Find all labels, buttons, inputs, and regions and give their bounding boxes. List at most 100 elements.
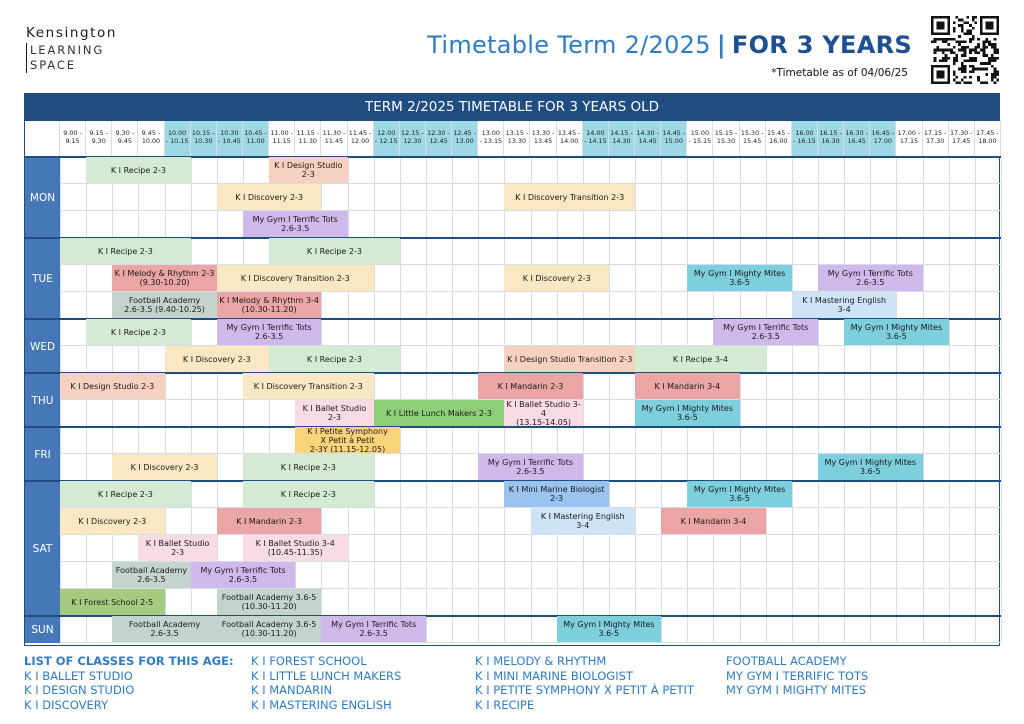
time-slot-header: 11.00 - 11.15 — [269, 121, 296, 157]
class-block[interactable]: Football Academy 2.6-3.5 — [112, 616, 217, 642]
class-block[interactable]: K I Recipe 2-3 — [60, 238, 191, 264]
class-block[interactable]: K I Melody & Rhythm 3-4 (10.30-11.20) — [216, 292, 322, 318]
class-list-item: K I LITTLE LUNCH MAKERS — [251, 668, 402, 683]
class-list-item: K I DESIGN STUDIO — [24, 683, 135, 698]
class-block[interactable]: My Gym I Mighty Mites 3.6-5 — [818, 454, 923, 480]
grid-row-line — [60, 399, 1001, 400]
class-block[interactable]: K I Discovery Transition 2-3 — [242, 373, 374, 399]
class-block[interactable]: K I Mini Marine Biologist 2-3 — [504, 481, 609, 507]
class-block[interactable]: K I Discovery 2-3 — [164, 346, 270, 372]
class-block[interactable]: K I Design Studio Transition 2-3 — [504, 346, 636, 372]
class-block[interactable]: K I Discovery 2-3 — [112, 454, 217, 480]
class-block[interactable]: K I Design Studio 2-3 — [60, 373, 165, 399]
class-list-col-1: LIST OF CLASSES FOR THIS AGE: K I BALLET… — [24, 654, 234, 712]
class-block[interactable]: K I Discovery 2-3 — [216, 184, 322, 210]
grid-row-line — [60, 561, 1001, 562]
class-list-item: K I BALLET STUDIO — [24, 668, 133, 683]
class-list-item: K I PETITE SYMPHONY X PETIT À PETIT — [475, 683, 694, 698]
time-slot-header: 16.30 - 16.45 — [844, 121, 871, 157]
grid-row-line — [60, 534, 1001, 535]
timetable-banner: TERM 2/2025 TIMETABLE FOR 3 YEARS OLD — [24, 93, 1000, 121]
class-block[interactable]: K I Mandarin 3-4 — [661, 508, 766, 534]
time-slot-header: 12.45 - 13.00 — [452, 121, 479, 157]
class-block[interactable]: K I Ballet Studio 2-3 — [295, 400, 374, 426]
time-slot-header: 11.15 - 11.30 — [295, 121, 322, 157]
grid-column-line — [608, 157, 610, 643]
class-block[interactable]: K I Recipe 2-3 — [86, 157, 191, 183]
time-slot-header: 9.45 - 10.00 — [138, 121, 165, 157]
grid-column-line — [112, 157, 114, 643]
class-block[interactable]: Football Academy 2.6-3.5 (9.40-10.25) — [112, 292, 217, 318]
class-block[interactable]: K I Recipe 2-3 — [242, 454, 374, 480]
logo-line-space: SPACE — [30, 58, 76, 72]
grid-column-line — [765, 157, 767, 643]
class-block[interactable]: K I Recipe 2-3 — [86, 319, 191, 345]
class-block[interactable]: My Gym I Terrific Tots 2.6-3.5 — [190, 562, 296, 588]
class-block[interactable]: K I Ballet Studio 2-3 — [138, 535, 217, 561]
class-list-item: MY GYM I TERRIFIC TOTS — [726, 668, 869, 683]
class-block[interactable]: K I Discovery 2-3 — [60, 508, 165, 534]
day-separator — [25, 615, 1001, 617]
time-slot-header: 17.30 - 17.45 — [948, 121, 975, 157]
class-block[interactable]: Football Academy 2.6-3.5 — [112, 562, 191, 588]
day-label-tue: TUE — [25, 239, 60, 319]
grid-column-line — [1001, 157, 1002, 643]
grid-row-line — [60, 453, 1001, 454]
class-block[interactable]: K I Recipe 3-4 — [635, 346, 766, 372]
class-block[interactable]: K I Discovery Transition 2-3 — [504, 184, 636, 210]
class-block[interactable]: My Gym I Mighty Mites 3.6-5 — [687, 265, 792, 291]
time-slot-header: 15.45 - 16.00 — [765, 121, 792, 157]
class-block[interactable]: My Gym I Terrific Tots 2.6-3.5 — [242, 211, 348, 237]
class-block[interactable]: K I Petite Symphony X Petit à Petit 2-3Y… — [295, 427, 400, 453]
class-block[interactable]: K I Recipe 2-3 — [60, 481, 191, 507]
grid-column-line — [896, 157, 898, 643]
class-block[interactable]: K I Mandarin 3-4 — [635, 373, 740, 399]
day-separator — [25, 426, 1001, 428]
class-block[interactable]: K I Forest School 2-5 — [60, 589, 165, 615]
class-list-item: FOOTBALL ACADEMY — [726, 654, 847, 668]
class-block[interactable]: K I Recipe 2-3 — [269, 238, 400, 264]
class-block[interactable]: K I Little Lunch Makers 2-3 — [373, 400, 505, 426]
class-block[interactable]: Football Academy 3.6-5 (10.30-11.20) — [216, 616, 322, 642]
class-block[interactable]: My Gym I Mighty Mites 3.6-5 — [635, 400, 740, 426]
class-block[interactable]: K I Discovery 2-3 — [504, 265, 609, 291]
class-block[interactable]: My Gym I Terrific Tots 2.6-3.5 — [321, 616, 426, 642]
class-list-item: K I RECIPE — [475, 697, 535, 712]
class-block[interactable]: K I Mastering English 3-4 — [791, 292, 897, 318]
class-block[interactable]: My Gym I Terrific Tots 2.6-3.5 — [818, 265, 923, 291]
class-block[interactable]: My Gym I Mighty Mites 3.6-5 — [844, 319, 949, 345]
class-block[interactable]: My Gym I Terrific Tots 2.6-3.5 — [216, 319, 322, 345]
day-label-mon: MON — [25, 158, 60, 238]
grid-column-line — [844, 157, 846, 643]
class-block[interactable]: K I Mandarin 2-3 — [478, 373, 583, 399]
logo-name: Kensington — [26, 25, 118, 41]
grid-column-line — [60, 157, 61, 643]
time-slot-header: 10.45 - 11.00 — [242, 121, 270, 157]
logo: Kensington LEARNING SPACE — [26, 25, 117, 73]
class-block[interactable]: K I Melody & Rhythm 2-3 (9.30-10.20) — [112, 265, 217, 291]
day-label-thu: THU — [25, 374, 60, 427]
class-block[interactable]: My Gym I Mighty Mites 3.6-5 — [687, 481, 792, 507]
class-block[interactable]: K I Design Studio 2-3 — [269, 157, 348, 183]
time-slot-header: 13.45 - 14.00 — [556, 121, 583, 157]
class-block[interactable]: K I Mandarin 2-3 — [216, 508, 322, 534]
class-block[interactable]: K I Mastering English 3-4 — [530, 508, 636, 534]
class-block[interactable]: K I Discovery Transition 2-3 — [216, 265, 374, 291]
class-block[interactable]: K I Ballet Studio 3-4 (10.45-11.35) — [242, 535, 348, 561]
grid-row-line — [60, 507, 1001, 508]
class-block[interactable]: Football Academy 3.6-5 (10.30-11.20) — [216, 589, 322, 615]
grid-column-line — [242, 157, 244, 643]
class-block[interactable]: K I Recipe 2-3 — [242, 481, 374, 507]
grid-column-line — [974, 157, 976, 643]
class-block[interactable]: My Gym I Terrific Tots 2.6-3.5 — [713, 319, 819, 345]
class-block[interactable]: My Gym I Terrific Tots 2.6-3.5 — [478, 454, 583, 480]
grid-column-line — [269, 157, 271, 643]
grid-column-line — [86, 157, 88, 643]
logo-line-learning: LEARNING — [30, 43, 105, 57]
class-block[interactable]: K I Recipe 2-3 — [269, 346, 400, 372]
grid-row-line — [60, 588, 1001, 589]
class-block[interactable]: K I Ballet Studio 3-4 (13.15-14.05) — [504, 400, 583, 426]
grid-column-line — [190, 157, 192, 643]
class-block[interactable]: My Gym I Mighty Mites 3.6-5 — [556, 616, 662, 642]
class-list-item: K I FOREST SCHOOL — [251, 654, 367, 668]
